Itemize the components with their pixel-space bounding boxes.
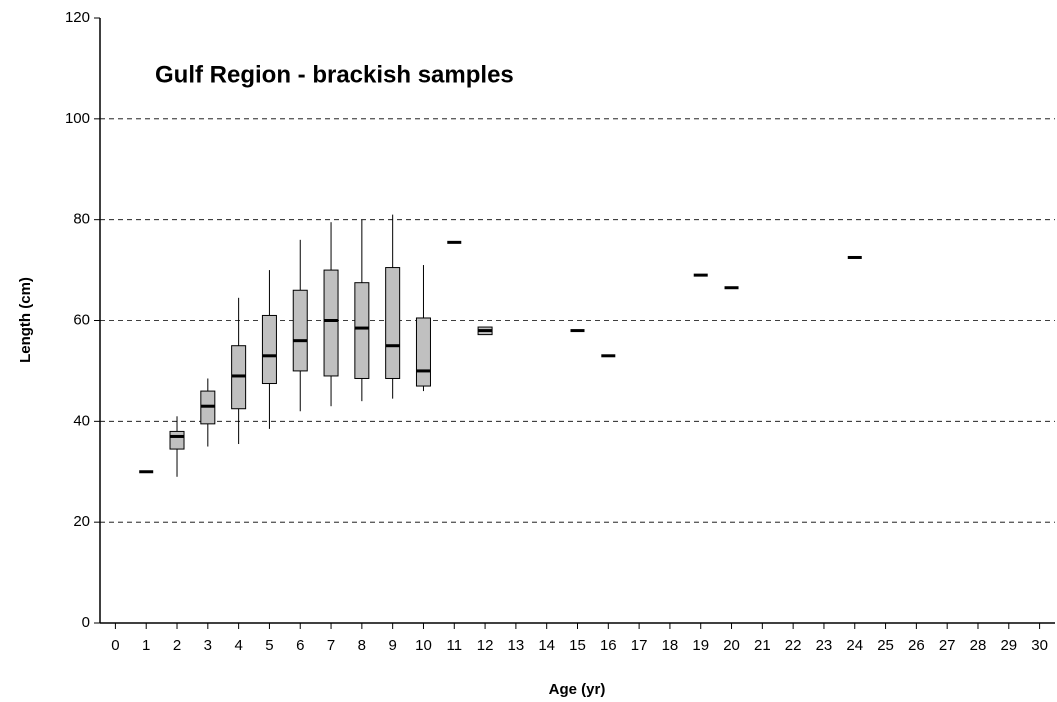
x-tick-label: 12 xyxy=(477,637,494,654)
y-tick-label: 100 xyxy=(65,110,90,127)
y-tick-label: 60 xyxy=(73,311,90,328)
x-tick-label: 3 xyxy=(204,637,212,654)
x-tick-label: 21 xyxy=(754,637,771,654)
x-tick-label: 13 xyxy=(508,637,525,654)
x-tick-label: 26 xyxy=(908,637,925,654)
x-tick-label: 18 xyxy=(662,637,679,654)
y-tick-label: 80 xyxy=(73,211,90,228)
x-tick-label: 15 xyxy=(569,637,586,654)
x-tick-label: 16 xyxy=(600,637,617,654)
x-tick-label: 8 xyxy=(358,637,366,654)
box xyxy=(292,289,308,372)
box xyxy=(261,314,277,385)
y-tick-label: 120 xyxy=(65,9,90,26)
chart-title: Gulf Region - brackish samples xyxy=(155,61,514,88)
x-tick-label: 14 xyxy=(538,637,555,654)
x-tick-label: 10 xyxy=(415,637,432,654)
box xyxy=(169,430,185,450)
x-tick-label: 30 xyxy=(1031,637,1048,654)
x-tick-label: 5 xyxy=(265,637,273,654)
x-tick-label: 6 xyxy=(296,637,304,654)
y-tick-label: 20 xyxy=(73,513,90,530)
x-tick-label: 22 xyxy=(785,637,802,654)
box xyxy=(385,267,401,379)
box xyxy=(415,317,431,387)
x-tick-label: 19 xyxy=(692,637,709,654)
x-tick-label: 27 xyxy=(939,637,956,654)
box xyxy=(354,282,370,379)
x-tick-label: 2 xyxy=(173,637,181,654)
x-axis-title: Age (yr) xyxy=(549,681,606,698)
x-tick-label: 29 xyxy=(1000,637,1017,654)
y-tick-label: 40 xyxy=(73,412,90,429)
x-tick-label: 9 xyxy=(388,637,396,654)
x-tick-label: 11 xyxy=(446,637,462,654)
x-tick-label: 23 xyxy=(816,637,833,654)
x-tick-label: 17 xyxy=(631,637,648,654)
box xyxy=(323,269,339,377)
x-tick-label: 0 xyxy=(111,637,119,654)
x-tick-label: 20 xyxy=(723,637,740,654)
x-tick-label: 28 xyxy=(970,637,987,654)
y-axis-title: Length (cm) xyxy=(17,277,34,363)
x-tick-label: 1 xyxy=(142,637,150,654)
x-tick-label: 4 xyxy=(234,637,242,654)
x-tick-label: 24 xyxy=(846,637,863,654)
x-tick-label: 7 xyxy=(327,637,335,654)
y-tick-label: 0 xyxy=(82,614,90,631)
x-tick-label: 25 xyxy=(877,637,894,654)
